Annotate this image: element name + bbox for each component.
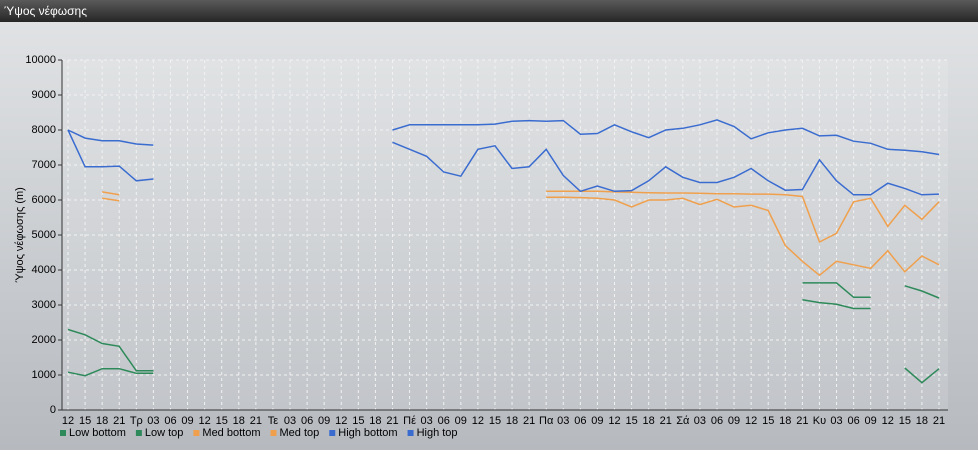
x-tick-label: 18	[506, 415, 518, 427]
x-tick-label: 18	[643, 415, 655, 427]
x-tick-label: 15	[352, 415, 364, 427]
x-tick-label: Τρ	[130, 415, 143, 427]
legend-swatch	[329, 430, 336, 436]
x-tick-label: 03	[284, 415, 296, 427]
legend-label: Med bottom	[202, 427, 260, 439]
x-tick-label: 09	[181, 415, 193, 427]
x-tick-label: 12	[882, 415, 894, 427]
x-tick-label: 12	[608, 415, 620, 427]
legend-label: Low top	[145, 427, 184, 439]
x-tick-label: 15	[489, 415, 501, 427]
x-tick-label: 18	[233, 415, 245, 427]
x-tick-label: 12	[745, 415, 757, 427]
x-tick-label: 15	[899, 415, 911, 427]
x-tick-label: 06	[438, 415, 450, 427]
x-tick-label: Πέ	[403, 415, 416, 427]
legend-label: Low bottom	[69, 427, 126, 439]
x-tick-label: 18	[96, 415, 108, 427]
x-tick-label: 12	[62, 415, 74, 427]
x-tick-label: 18	[916, 415, 928, 427]
x-tick-label: 12	[199, 415, 211, 427]
x-tick-label: 15	[625, 415, 637, 427]
x-tick-label: 09	[591, 415, 603, 427]
x-tick-label: 21	[250, 415, 262, 427]
y-axis-label: Ύψος νέφωσης (m)	[14, 187, 26, 283]
x-tick-label: 18	[779, 415, 791, 427]
x-tick-label: 06	[847, 415, 859, 427]
x-tick-label: 03	[830, 415, 842, 427]
x-tick-label: 09	[318, 415, 330, 427]
y-tick-label: 5000	[32, 229, 56, 241]
x-tick-label: Τε	[268, 415, 279, 427]
x-tick-label: 21	[386, 415, 398, 427]
chart: 0 1000 2000 3000 4000 5000 6000 7000 8000 9000 100…	[14, 54, 948, 439]
x-tick-label: 21	[796, 415, 808, 427]
y-tick-label: 8000	[32, 124, 56, 136]
x-tick-label: 12	[472, 415, 484, 427]
y-tick-label: 1000	[32, 369, 56, 381]
x-tick-label: 21	[660, 415, 672, 427]
legend-swatch	[60, 430, 66, 436]
y-tick-label: 4000	[32, 264, 56, 276]
y-tick-label: 10000	[25, 54, 56, 66]
series-line	[67, 129, 940, 196]
x-tick-label: 12	[335, 415, 347, 427]
x-tick-label: 15	[762, 415, 774, 427]
y-tick-label: 2000	[32, 334, 56, 346]
x-tick-label: Κυ	[813, 415, 826, 427]
legend-swatch	[270, 430, 277, 436]
x-tick-label: 15	[216, 415, 228, 427]
x-tick-label: 21	[933, 415, 945, 427]
y-tick-label: 9000	[32, 89, 56, 101]
x-tick-label: Σά	[676, 415, 690, 427]
x-tick-label: 21	[523, 415, 535, 427]
x-tick-label: 09	[865, 415, 877, 427]
x-tick-label: 03	[147, 415, 159, 427]
x-tick-label: Πα	[539, 415, 554, 427]
series-line	[67, 299, 940, 384]
legend-swatch	[407, 430, 414, 436]
x-tick-label: 15	[79, 415, 91, 427]
window-title: Ύψος νέφωσης	[0, 0, 978, 22]
series-line	[67, 282, 940, 372]
x-tick-label: 21	[113, 415, 125, 427]
x-tick-label: 09	[728, 415, 740, 427]
x-tick-label: 18	[369, 415, 381, 427]
legend-swatch	[193, 430, 200, 436]
legend-label: Med top	[280, 427, 320, 439]
x-tick-label: 06	[164, 415, 176, 427]
x-tick-label: 03	[421, 415, 433, 427]
y-tick-label: 7000	[32, 159, 56, 171]
series-line	[102, 190, 940, 244]
x-tick-label: 03	[694, 415, 706, 427]
legend-swatch	[135, 430, 142, 436]
y-tick-label: 0	[50, 404, 56, 416]
x-tick-label: 06	[574, 415, 586, 427]
series-line	[102, 196, 940, 277]
y-tick-label: 3000	[32, 299, 56, 311]
y-tick-label: 6000	[32, 194, 56, 206]
legend-label: High top	[417, 427, 458, 439]
x-tick-label: 09	[455, 415, 467, 427]
x-tick-label: 06	[711, 415, 723, 427]
legend-label: High bottom	[338, 427, 397, 439]
x-tick-label: 03	[557, 415, 569, 427]
x-tick-label: 06	[301, 415, 313, 427]
series-line	[67, 119, 940, 156]
